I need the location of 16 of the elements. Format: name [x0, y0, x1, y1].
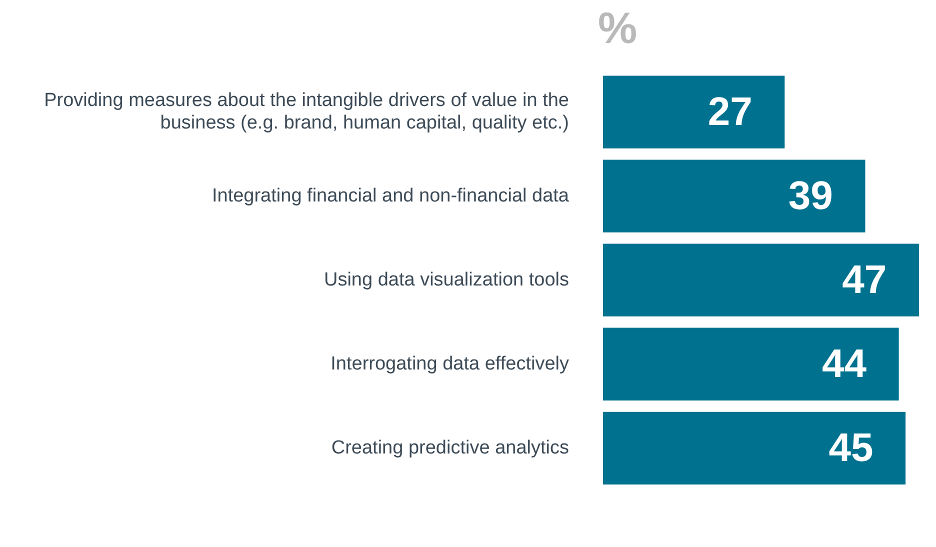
data-label: 44: [822, 342, 868, 386]
bar: [603, 244, 919, 316]
data-label: 39: [788, 174, 833, 218]
chart-title: %: [598, 4, 638, 54]
bar: [603, 76, 785, 148]
bar: [603, 412, 906, 485]
data-label: 47: [842, 258, 887, 302]
y-tick-label: Providing measures about the intangible drivers of value in the business (e.g. brand, human capital, quality etc.): [44, 90, 569, 134]
data-label: 27: [708, 90, 752, 134]
data-label: 45: [828, 426, 874, 470]
bar: [603, 160, 866, 232]
y-tick-label: Creating predictive analytics: [331, 437, 569, 458]
y-tick-label: Using data visualization tools: [324, 269, 569, 290]
y-tick-label: Interrogating data effectively: [330, 353, 570, 374]
bar: [603, 328, 899, 400]
y-tick-label: Integrating financial and non-financial data: [212, 185, 570, 206]
